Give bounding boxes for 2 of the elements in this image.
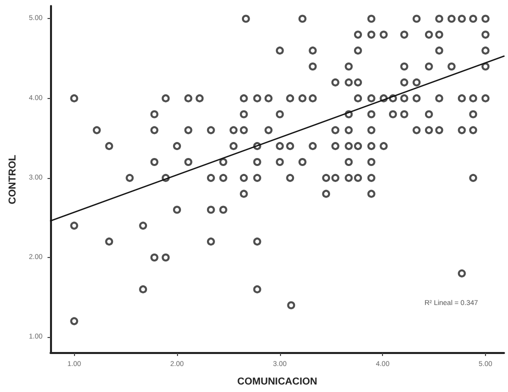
x-axis-title: COMUNICACION	[237, 376, 318, 388]
y-axis-title: CONTROL	[8, 154, 18, 204]
